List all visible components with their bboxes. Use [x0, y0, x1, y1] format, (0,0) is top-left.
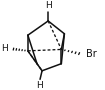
Text: Br: Br [86, 49, 96, 59]
Text: H: H [45, 1, 52, 10]
Text: H: H [1, 43, 8, 52]
Text: H: H [36, 81, 42, 90]
